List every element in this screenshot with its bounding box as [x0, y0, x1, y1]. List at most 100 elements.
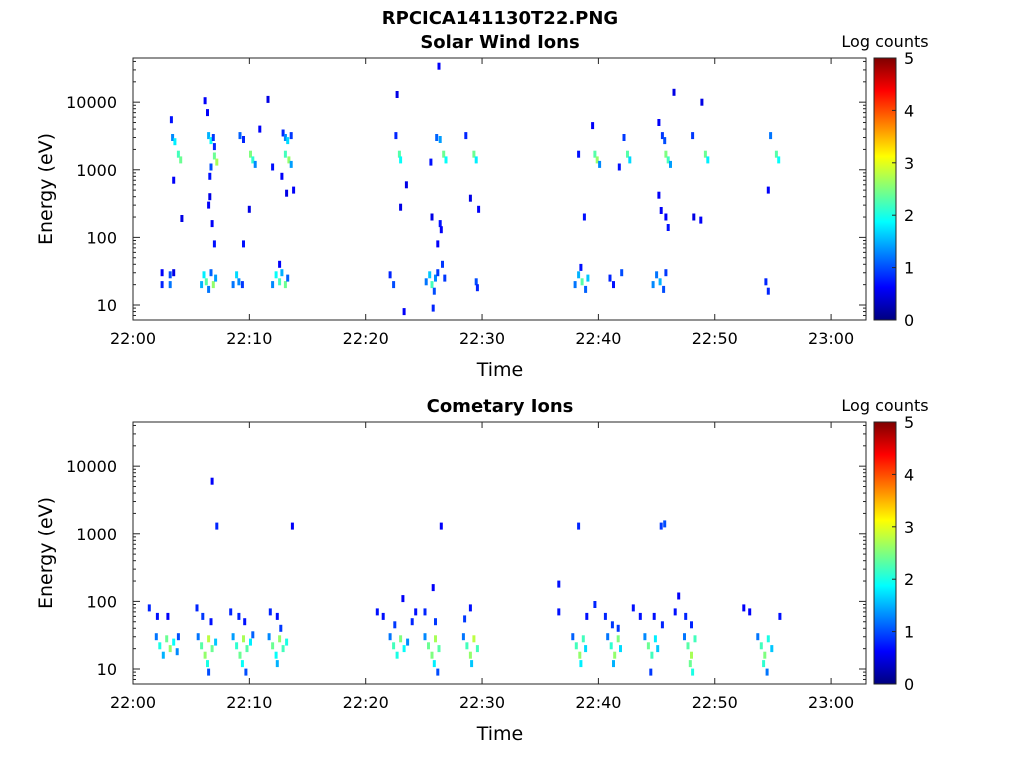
heatmap-cell: [214, 274, 218, 282]
heatmap-cell: [423, 633, 427, 641]
heatmap-cell: [666, 224, 670, 231]
heatmap-cell: [154, 633, 158, 641]
heatmap-cell: [158, 642, 162, 650]
heatmap-cell: [275, 660, 279, 668]
heatmap-cell: [207, 635, 211, 643]
plot-frame: [132, 57, 867, 321]
heatmap-cell: [414, 608, 418, 616]
heatmap-cell: [399, 203, 403, 211]
heatmap-cell: [209, 163, 213, 171]
heatmap-cell: [742, 604, 746, 612]
heatmap-cell: [208, 193, 212, 201]
heatmap-cell: [593, 150, 597, 158]
heatmap-cell: [591, 122, 595, 130]
heatmap-cell: [195, 604, 199, 612]
heatmap-cell: [172, 638, 176, 646]
heatmap-cell: [176, 150, 180, 158]
heatmap-cell: [406, 638, 410, 646]
heatmap-cell: [612, 281, 615, 289]
heatmap-cell: [172, 176, 176, 184]
heatmap-cell: [443, 274, 447, 282]
y-tick-label: 1000: [76, 525, 117, 544]
heatmap-cell: [242, 240, 245, 248]
heatmap-cell: [475, 645, 479, 653]
heatmap-cell: [436, 269, 440, 277]
heatmap-cell: [395, 651, 399, 659]
heatmap-cell: [571, 633, 575, 641]
heatmap-cell: [290, 522, 294, 530]
heatmap-cell: [436, 240, 440, 248]
heatmap-cell: [692, 213, 696, 221]
heatmap-cell: [210, 477, 214, 485]
heatmap-cell: [235, 642, 239, 650]
heatmap-cell: [210, 220, 214, 228]
colorbar-tick-label: 5: [904, 49, 914, 68]
panel-cometary-ions: Cometary Ions Energy (eV) Time Log count…: [35, 396, 929, 745]
heatmap-cell: [240, 281, 244, 289]
heatmap-cell: [477, 205, 481, 213]
colorbar-tick-label: 0: [904, 675, 914, 694]
heatmap-cell: [432, 287, 436, 295]
heatmap-cell: [598, 160, 602, 168]
heatmap-cell: [168, 271, 172, 279]
heatmap-cell: [683, 633, 686, 641]
heatmap-cell: [690, 651, 693, 659]
heatmap-cell: [578, 651, 582, 659]
y-tick-label: 100: [86, 592, 117, 611]
heatmap-cell: [427, 642, 430, 650]
heatmap-cell: [258, 125, 262, 133]
heatmap-cell: [393, 621, 397, 629]
heatmap-cell: [593, 601, 597, 608]
colorbar-tick-label: 3: [904, 518, 914, 537]
heatmap-cell: [215, 522, 219, 530]
x-tick-label: 22:30: [459, 693, 505, 712]
heatmap-cell: [756, 633, 760, 641]
heatmap-cell: [285, 189, 289, 197]
heatmap-cell: [431, 584, 435, 592]
heatmap-cell: [231, 633, 235, 641]
heatmap-cell: [280, 172, 284, 180]
axes-solar-wind: 22:00 22:10 22:20 22:30 22:40 22:50 23:00 10 100…: [66, 57, 867, 348]
panel-solar-wind-ions: Solar Wind Ions Energy (eV) Time Log cou…: [35, 32, 929, 381]
heatmap-cells-cometary: [147, 477, 782, 676]
heatmap-cell: [285, 638, 289, 646]
heatmap-cell: [397, 150, 401, 158]
heatmap-cell: [237, 278, 241, 286]
x-tick-label: 22:40: [575, 329, 621, 348]
heatmap-cell: [235, 271, 239, 279]
y-tick-label: 10: [97, 296, 117, 315]
heatmap-cell: [664, 269, 668, 277]
heatmap-cell: [657, 119, 661, 126]
y-tick-label: 100: [86, 228, 117, 247]
heatmap-cell: [657, 191, 661, 199]
heatmap-cell: [242, 635, 245, 643]
heatmap-cell: [626, 150, 629, 158]
heatmap-cell: [612, 660, 615, 668]
heatmap-cell: [283, 134, 287, 141]
heatmap-cell: [430, 213, 434, 221]
y-axis-label-cometary: Energy (eV): [35, 497, 57, 609]
heatmap-cell: [766, 186, 770, 194]
heatmap-cell: [651, 281, 655, 289]
heatmap-cell: [287, 156, 291, 164]
heatmap-cell: [474, 156, 478, 164]
heatmap-cell: [176, 633, 180, 641]
heatmap-cell: [278, 278, 282, 286]
heatmap-cell: [660, 132, 664, 140]
colorbar-scale: [873, 57, 897, 321]
heatmap-cell: [275, 612, 279, 620]
heatmap-cell: [281, 129, 285, 137]
heatmap-cell: [677, 592, 681, 600]
heatmap-cell: [619, 645, 622, 653]
heatmap-cell: [693, 635, 697, 643]
heatmap-cell: [659, 207, 663, 214]
x-axis-label-solar-wind: Time: [476, 359, 524, 381]
heatmap-cell: [778, 612, 782, 620]
heatmap-cell: [209, 269, 213, 277]
colorbar-tick-label: 5: [904, 413, 914, 432]
heatmap-cell: [210, 645, 214, 653]
heatmap-cell: [253, 160, 257, 168]
heatmap-cell: [774, 150, 778, 158]
heatmap-cell: [251, 156, 255, 164]
